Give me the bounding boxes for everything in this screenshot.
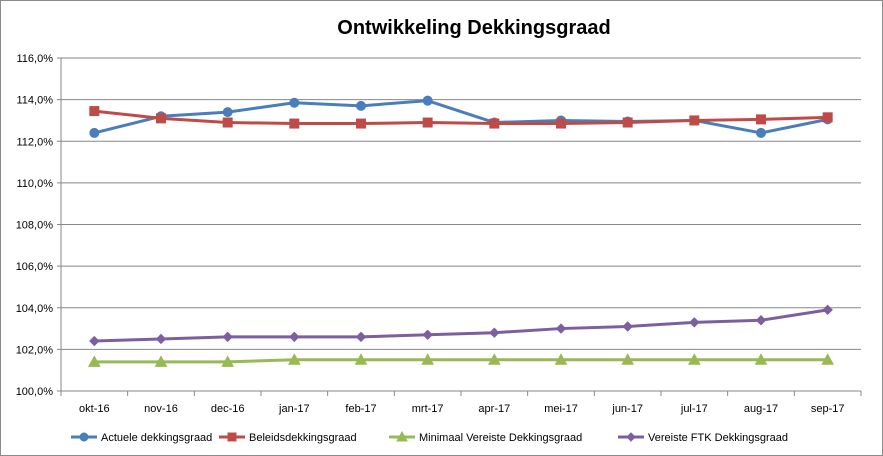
x-tick-label: aug-17 (744, 403, 778, 415)
chart-title: Ontwikkeling Dekkingsgraad (337, 17, 610, 39)
y-tick-label: 102,0% (16, 344, 54, 356)
data-point (821, 353, 835, 365)
data-point (355, 331, 367, 343)
data-point (222, 107, 233, 118)
legend-label: Vereiste FTK Dekkingsgraad (648, 432, 788, 444)
legend-item: Minimaal Vereiste Dekkingsgraad (389, 430, 582, 444)
legend-marker (79, 432, 89, 442)
legend-item: Vereiste FTK Dekkingsgraad (618, 432, 788, 444)
x-tick-label: nov-16 (144, 403, 178, 415)
series-line (94, 109, 828, 126)
data-point (87, 355, 101, 367)
grid-layer (61, 57, 861, 350)
series-layer (87, 95, 835, 367)
data-point (756, 114, 766, 125)
data-point (89, 127, 100, 138)
x-tick-label: apr-17 (478, 403, 510, 415)
y-tick-label: 106,0% (16, 261, 54, 273)
data-point (621, 353, 635, 365)
x-tick-label: mrt-17 (412, 403, 444, 415)
data-point (554, 353, 568, 365)
x-tick-label: feb-17 (345, 403, 376, 415)
series-1 (89, 95, 833, 138)
data-point (89, 335, 100, 347)
data-point (689, 317, 700, 328)
data-point (822, 304, 833, 316)
x-tick-label: jul-17 (680, 403, 708, 415)
data-point (754, 353, 768, 365)
data-point (487, 353, 501, 365)
axis-layer: 100,0% 102,0% 104,0% 106,0% 108,0% 110,0% 112,… (16, 53, 862, 415)
series-3 (87, 353, 835, 367)
data-point (755, 315, 767, 326)
legend-marker (396, 430, 408, 442)
data-point (222, 331, 233, 343)
data-point (555, 323, 567, 334)
legend: Actuele dekkingsgraad Beleidsdekkingsgraa… (71, 430, 788, 444)
data-point (289, 97, 300, 108)
y-tick-label: 112,0% (17, 136, 54, 148)
data-point (422, 95, 433, 106)
data-point (687, 353, 701, 365)
data-point (421, 353, 435, 365)
legend-label: Minimaal Vereiste Dekkingsgraad (419, 432, 582, 444)
x-tick-label: dec-16 (211, 403, 245, 415)
data-point (422, 329, 433, 341)
data-point (689, 115, 700, 126)
legend-marker (227, 432, 237, 442)
legend-item: Beleidsdekkingsgraad (219, 432, 357, 444)
data-point (289, 118, 300, 129)
data-point (622, 321, 633, 332)
data-point (222, 117, 233, 128)
y-tick-label: 114,0% (17, 95, 54, 107)
data-point (354, 353, 368, 365)
data-point (622, 117, 633, 128)
x-tick-label: jun-17 (611, 403, 643, 415)
data-point (422, 117, 433, 128)
y-tick-label: 108,0% (16, 220, 54, 232)
data-point (822, 112, 833, 123)
y-tick-label: 110,0% (17, 178, 54, 190)
y-tick-label: 116,0% (17, 53, 54, 65)
data-point (756, 127, 766, 138)
series-2 (89, 106, 833, 129)
data-point (356, 100, 366, 111)
legend-label: Actuele dekkingsgraad (101, 432, 212, 444)
data-point (489, 118, 500, 129)
x-tick-label: okt-16 (79, 403, 110, 415)
data-point (289, 331, 300, 343)
data-point (155, 333, 167, 345)
data-point (287, 353, 301, 365)
series-line (94, 308, 828, 343)
data-point (156, 113, 166, 124)
data-point (556, 118, 566, 129)
data-point (221, 355, 235, 367)
legend-item: Actuele dekkingsgraad (71, 432, 212, 444)
series-line (93, 99, 828, 135)
y-tick-label: 100,0% (16, 386, 54, 398)
x-tick-label: jan-17 (278, 403, 310, 415)
series-4 (89, 304, 833, 347)
data-point (356, 118, 366, 129)
legend-label: Beleidsdekkingsgraad (249, 432, 357, 444)
data-point (154, 355, 168, 367)
data-point (489, 327, 500, 338)
data-point (89, 106, 100, 117)
legend-marker (626, 432, 636, 442)
y-tick-label: 104,0% (16, 303, 54, 315)
x-tick-label: sep-17 (811, 403, 845, 415)
series-line (94, 358, 828, 364)
x-tick-label: mei-17 (544, 403, 578, 415)
